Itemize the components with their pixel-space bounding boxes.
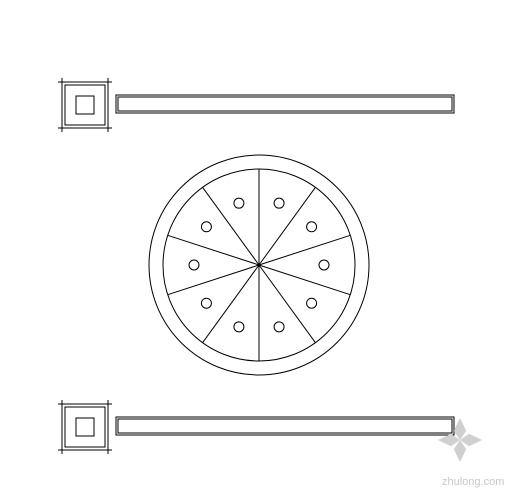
segmented-circle [149,155,369,375]
diagram-canvas [0,0,518,503]
watermark-logo-icon [438,418,482,462]
watermark-text: zhulong.com [442,476,504,488]
bottom-bar-assembly [58,400,454,454]
top-bar-assembly [58,78,454,132]
